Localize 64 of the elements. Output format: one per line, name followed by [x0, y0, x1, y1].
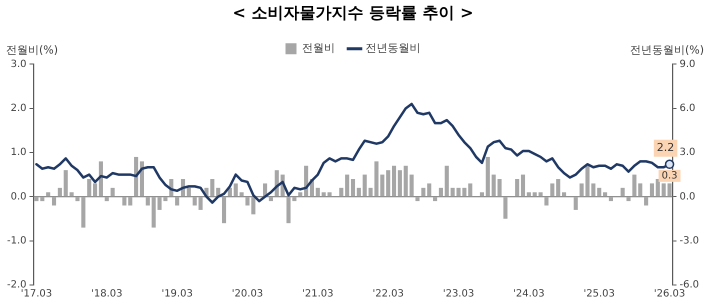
- bar: [40, 197, 44, 202]
- bar: [374, 161, 378, 196]
- bar: [520, 174, 526, 196]
- legend-label: 전년동월비: [366, 42, 420, 55]
- bar: [286, 197, 291, 224]
- bar: [544, 197, 549, 206]
- bar: [585, 166, 590, 196]
- bar: [515, 179, 520, 196]
- bar: [620, 188, 625, 196]
- x-tick-label: '25.03: [584, 288, 615, 300]
- y-axis-title: 전월비(%): [6, 44, 58, 57]
- bar: [175, 197, 180, 206]
- bar: [245, 197, 250, 206]
- bar: [81, 197, 86, 228]
- y-tick-label: 1.0: [10, 147, 27, 158]
- bar: [415, 197, 420, 202]
- y2-axis-title: 전년동월비(%): [630, 44, 704, 57]
- bar: [163, 197, 168, 202]
- legend-label: 전월비: [302, 42, 335, 55]
- bar: [350, 179, 356, 196]
- bar: [186, 188, 191, 196]
- bar: [608, 197, 613, 202]
- data-label: 2.2: [656, 141, 674, 154]
- x-tick-label: '20.03: [232, 288, 264, 300]
- bar: [251, 197, 256, 214]
- bar: [626, 197, 631, 202]
- data-label: 0.3: [662, 170, 678, 182]
- bar: [104, 197, 109, 202]
- bar: [34, 197, 38, 202]
- x-tick-label: '22.03: [372, 288, 404, 300]
- bar: [75, 197, 80, 202]
- x-tick-label: '24.03: [513, 288, 545, 300]
- bar: [498, 179, 502, 196]
- bar: [503, 197, 508, 219]
- bar: [222, 197, 226, 224]
- bar: [580, 183, 584, 196]
- x-tick-label: '18.03: [91, 288, 122, 300]
- y2-tick-label: -3.0: [679, 235, 700, 246]
- bar: [650, 183, 654, 196]
- y2-tick-label: 3.0: [679, 147, 696, 158]
- bar: [456, 188, 461, 196]
- bar: [157, 197, 162, 210]
- y-tick-label: 2.0: [10, 102, 27, 114]
- bar: [292, 197, 296, 202]
- y2-tick-label: 6.0: [679, 102, 696, 114]
- bar: [268, 197, 273, 202]
- y-tick-label: 0.0: [10, 191, 27, 202]
- chart-title: < 소비자물가지수 등락률 추이 >: [232, 2, 474, 22]
- x-tick-label: '23.03: [442, 288, 474, 300]
- y-tick-label: -1.0: [6, 235, 27, 246]
- x-tick-label: '17.03: [20, 288, 52, 300]
- bar: [668, 183, 672, 196]
- bar: [644, 197, 648, 206]
- bar: [110, 188, 115, 196]
- x-tick-label: '26.03: [654, 288, 686, 300]
- x-tick-label: '21.03: [302, 288, 334, 300]
- x-tick-label: '19.03: [161, 288, 193, 300]
- y2-tick-label: 0.0: [679, 191, 696, 202]
- bar: [392, 166, 396, 196]
- bar: [574, 197, 578, 210]
- bar: [52, 197, 56, 206]
- y2-tick-label: 9.0: [679, 58, 696, 70]
- y-tick-label: 3.0: [10, 58, 27, 70]
- bar: [433, 197, 438, 202]
